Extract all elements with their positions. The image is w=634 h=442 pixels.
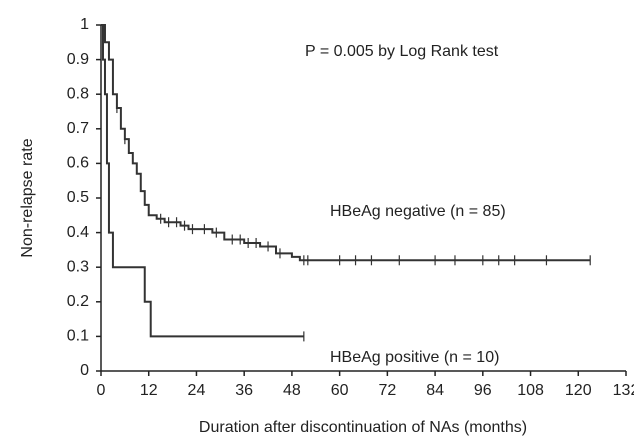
x-tick-label: 12: [140, 382, 158, 399]
x-tick-label: 24: [188, 382, 206, 399]
y-tick-label: 0.3: [67, 258, 89, 275]
x-axis-label: Duration after discontinuation of NAs (m…: [199, 419, 527, 436]
x-tick-label: 72: [378, 382, 396, 399]
y-tick-label: 0.1: [67, 328, 89, 345]
y-tick-label: 0.6: [67, 155, 89, 172]
survival-curve: [101, 24, 304, 338]
y-tick-label: 0.5: [67, 189, 89, 206]
x-tick-label: 120: [565, 382, 592, 399]
y-tick-label: 0.7: [67, 120, 89, 137]
annotation: P = 0.005 by Log Rank test: [305, 43, 499, 60]
x-tick-label: 132: [613, 382, 634, 399]
y-tick-label: 0.9: [67, 51, 89, 68]
y-tick-label: 1: [80, 16, 89, 33]
x-tick-label: 84: [426, 382, 444, 399]
x-tick-label: 48: [283, 382, 301, 399]
y-tick-label: 0.2: [67, 293, 89, 310]
y-tick-label: 0.4: [67, 224, 89, 241]
survival-curve: [101, 24, 591, 262]
series-label: HBeAg negative (n = 85): [330, 203, 506, 220]
y-tick-label: 0.8: [67, 85, 89, 102]
y-axis-label: Non-relapse rate: [19, 138, 36, 257]
x-tick-label: 0: [97, 382, 106, 399]
x-tick-label: 108: [517, 382, 544, 399]
series-label: HBeAg positive (n = 10): [330, 349, 499, 366]
y-tick-label: 0: [80, 362, 89, 379]
x-tick-label: 96: [474, 382, 492, 399]
x-tick-label: 60: [331, 382, 349, 399]
x-tick-label: 36: [235, 382, 253, 399]
